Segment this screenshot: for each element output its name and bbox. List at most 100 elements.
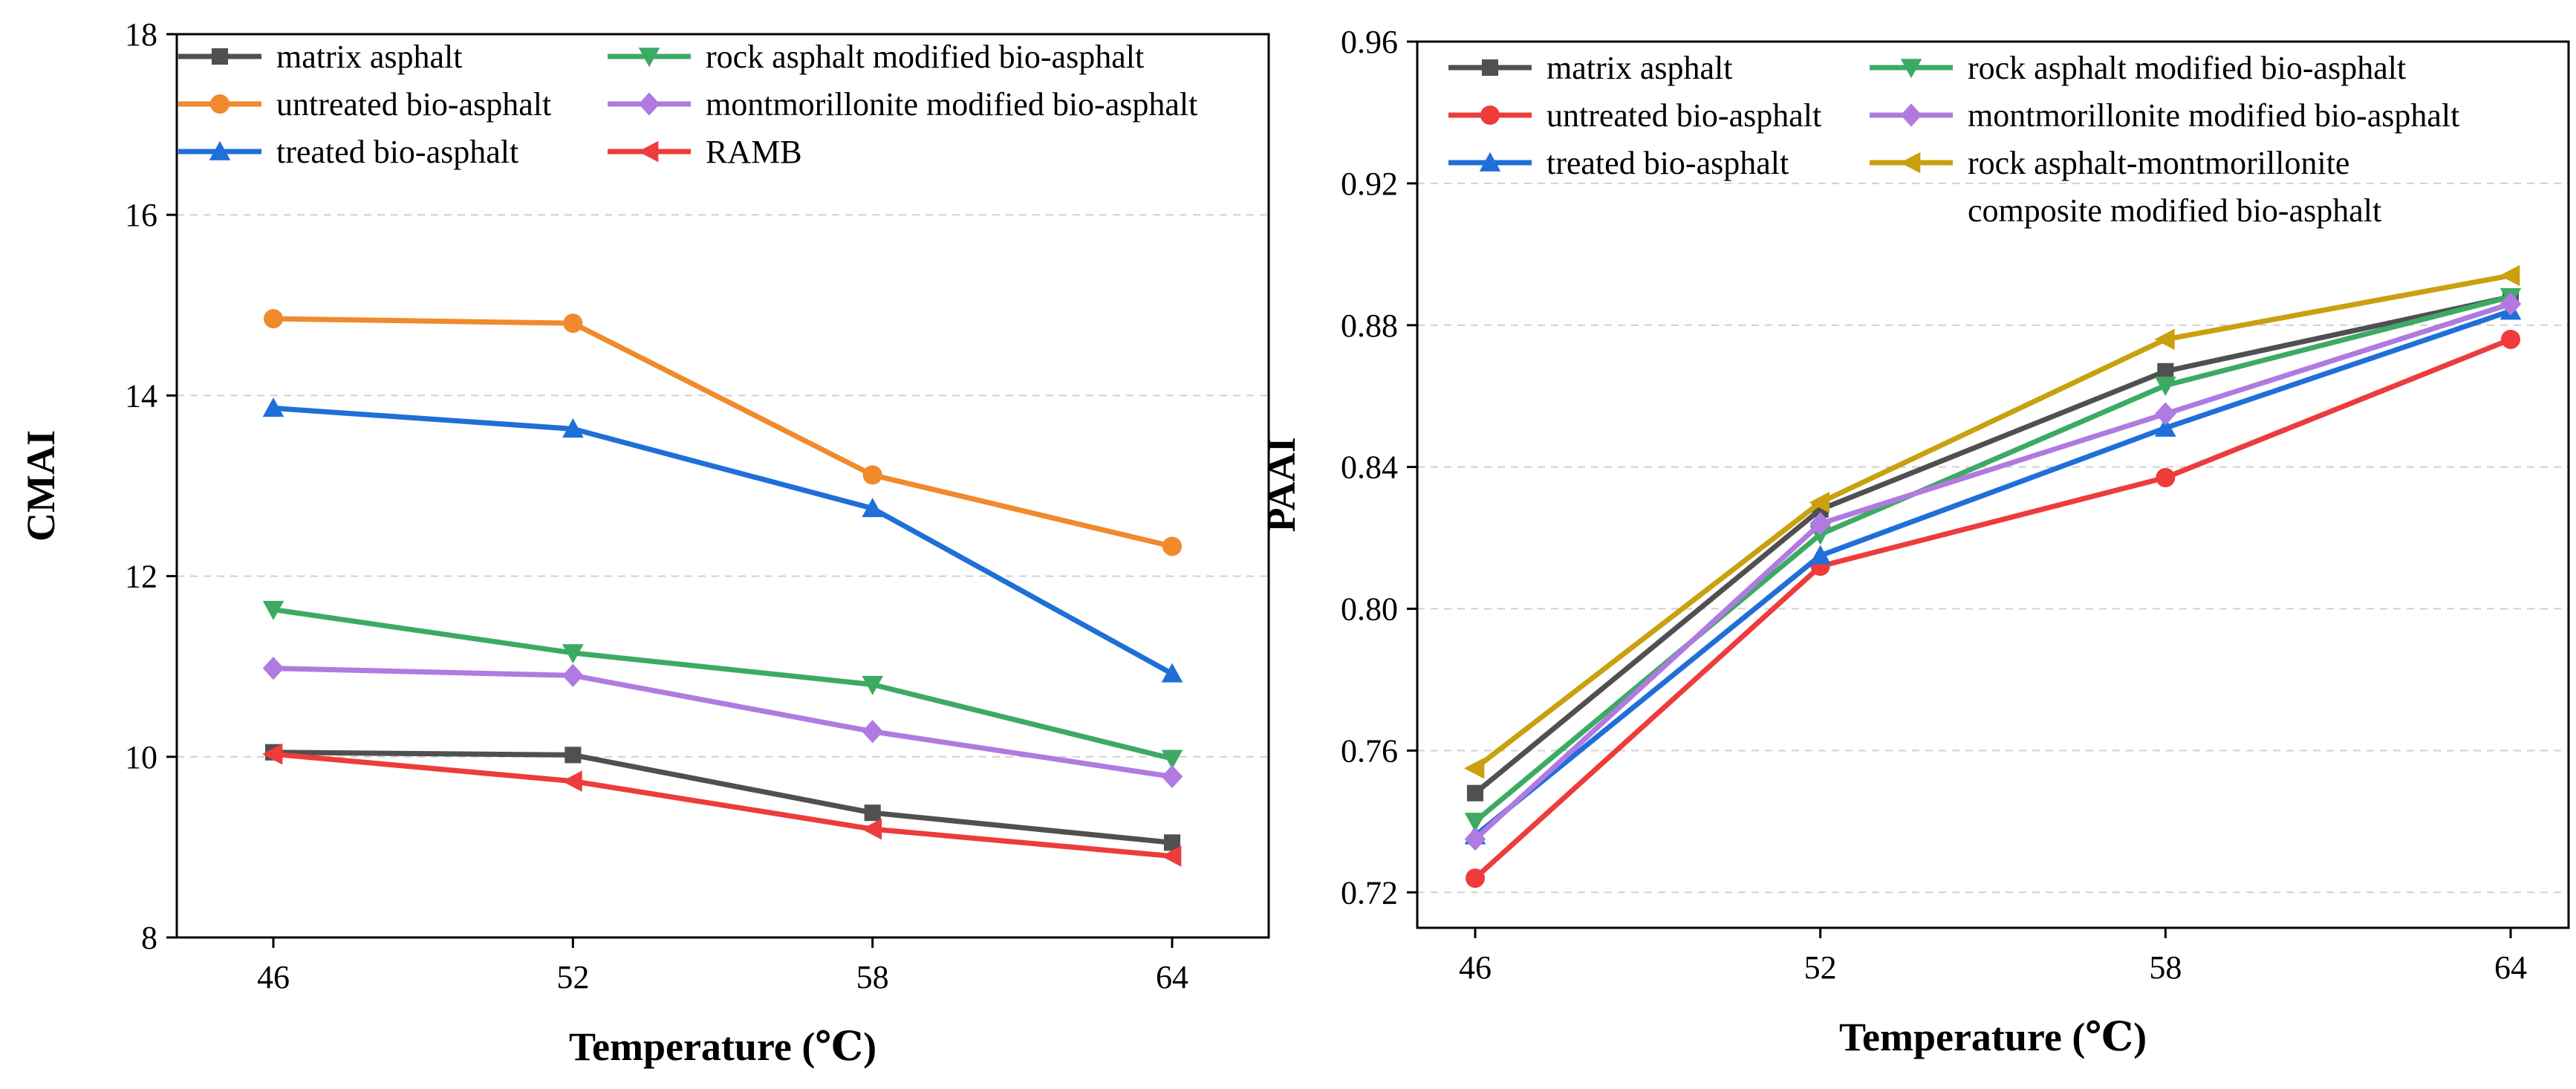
- cmai-legend-label: rock asphalt modified bio-asphalt: [706, 39, 1144, 75]
- paai-ytick-label: 0.92: [1341, 166, 1398, 202]
- cmai-data-point: [262, 397, 284, 417]
- paai-xtick-label: 46: [1459, 949, 1492, 986]
- cmai-legend-marker: [209, 140, 231, 160]
- paai-data-point: [1464, 813, 1486, 833]
- cmai-ytick-label: 10: [125, 739, 157, 776]
- paai-data-point: [2154, 328, 2175, 351]
- paai-data-point: [2155, 377, 2176, 397]
- paai-legend-label: treated bio-asphalt: [1546, 145, 1789, 181]
- paai-data-point: [1464, 828, 1486, 851]
- cmai-data-point: [262, 600, 284, 620]
- cmai-data-point: [862, 465, 882, 485]
- cmai-ytick-label: 8: [141, 920, 157, 956]
- paai-legend-marker: [1480, 105, 1500, 125]
- paai-series-2: [1464, 300, 2522, 845]
- paai-ytick-label: 0.96: [1341, 24, 1398, 60]
- cmai-legend-label: montmorillonite modified bio-asphalt: [706, 86, 1197, 123]
- paai-plot-frame: [1416, 40, 2570, 929]
- paai-legend-label: montmorillonite modified bio-asphalt: [1968, 97, 2459, 134]
- paai-ytick-label: 0.76: [1341, 732, 1398, 769]
- cmai-series-line: [273, 607, 1173, 761]
- paai-data-point: [2499, 264, 2520, 287]
- cmai-legend-marker: [638, 92, 660, 116]
- paai-data-point: [2157, 363, 2174, 380]
- cmai-data-point: [862, 498, 883, 518]
- cmai-series-0: [264, 744, 1181, 851]
- paai-ytick-label: 0.88: [1341, 308, 1398, 344]
- cmai-ytick-label: 12: [125, 559, 157, 595]
- paai-series-line: [1473, 294, 2511, 824]
- cmai-data-point: [862, 720, 883, 744]
- paai-series-line: [1473, 294, 2511, 796]
- cmai-data-point: [262, 657, 284, 680]
- paai-legend-marker: [1900, 103, 1922, 127]
- paai-xtick-label: 58: [2149, 949, 2182, 986]
- paai-ytick-label: 0.80: [1341, 591, 1398, 628]
- cmai-legend-item: untreated bio-asphalt: [178, 86, 551, 123]
- cmai-data-point: [1161, 764, 1183, 789]
- cmai-legend-marker: [638, 48, 660, 68]
- cmai-ytick-label: 16: [125, 197, 157, 233]
- cmai-data-point: [563, 313, 583, 334]
- cmai-data-point: [1163, 834, 1181, 851]
- cmai-xlabel: Temperature (℃): [569, 1024, 876, 1069]
- cmai-data-point: [1162, 536, 1182, 556]
- cmai-legend-item: rock asphalt modified bio-asphalt: [608, 39, 1144, 75]
- cmai-legend-marker: [211, 48, 229, 65]
- paai-legend-marker: [1481, 59, 1499, 77]
- paai-legend-item: montmorillonite modified bio-asphalt: [1870, 97, 2459, 134]
- paai-data-point: [1809, 512, 1831, 536]
- cmai-data-point: [862, 675, 883, 695]
- paai-legend-marker: [1479, 152, 1501, 172]
- paai-data-point: [2155, 417, 2176, 437]
- paai-chart: 0.72 0.76 0.80 0.84 0.88 0.92 0.96 46 52 58 64 Temp…: [1259, 24, 2570, 1059]
- cmai-data-point: [562, 418, 584, 438]
- cmai-chart: 8 10 12 14 16 18 46 52 58 64 Temperature (℃) CMAI ma…: [19, 16, 1270, 1069]
- paai-legend-label: composite modified bio-asphalt: [1968, 192, 2381, 229]
- paai-data-point: [1809, 544, 1831, 565]
- paai-data-point: [1464, 757, 1485, 779]
- cmai-data-point: [262, 743, 283, 765]
- paai-series-line: [1473, 301, 2512, 842]
- cmai-legend-item: RAMB: [608, 134, 802, 170]
- paai-legend-item: matrix asphalt: [1448, 50, 1733, 86]
- cmai-legend-label: treated bio-asphalt: [276, 134, 518, 170]
- cmai-legend-label: untreated bio-asphalt: [276, 86, 551, 123]
- cmai-series-4: [262, 657, 1183, 789]
- cmai-ylabel: CMAI: [19, 430, 63, 542]
- paai-series-line: [1473, 337, 2512, 880]
- paai-data-point: [2155, 402, 2176, 426]
- cmai-series-line: [273, 751, 1173, 859]
- cmai-legend-marker: [638, 140, 659, 163]
- cmai-series-2: [262, 397, 1183, 683]
- cmai-data-point: [264, 309, 283, 329]
- paai-data-point: [2156, 467, 2176, 487]
- paai-ytick-label: 0.72: [1341, 874, 1398, 911]
- cmai-legend-item: matrix asphalt: [178, 39, 463, 75]
- cmai-legend-item: montmorillonite modified bio-asphalt: [608, 86, 1197, 123]
- paai-series-0: [1466, 288, 2520, 802]
- paai-legend-label: rock asphalt modified bio-asphalt: [1968, 50, 2406, 86]
- cmai-data-point: [861, 818, 882, 840]
- paai-ylabel: PAAI: [1259, 438, 1304, 533]
- paai-legend: matrix asphalt untreated bio-asphalt treat…: [1448, 50, 2459, 229]
- cmai-xtick-label: 64: [1156, 959, 1188, 995]
- cmai-xtick-label: 46: [257, 959, 290, 995]
- paai-series-line: [1473, 308, 2512, 838]
- cmai-series-5: [262, 743, 1182, 867]
- cmai-series-1: [264, 309, 1182, 556]
- paai-xlabel: Temperature (℃): [1839, 1015, 2147, 1059]
- cmai-data-point: [1161, 845, 1182, 867]
- cmai-xtick-label: 52: [556, 959, 589, 995]
- paai-data-point: [1466, 784, 1484, 802]
- cmai-legend-marker: [210, 94, 230, 114]
- cmai-data-point: [565, 747, 582, 764]
- paai-legend-item: rock asphalt-montmorillonite composite mo…: [1870, 145, 2381, 229]
- cmai-legend-label: RAMB: [706, 134, 802, 170]
- cmai-legend-label: matrix asphalt: [276, 39, 463, 75]
- cmai-data-point: [562, 663, 584, 687]
- cmai-data-point: [562, 770, 582, 792]
- paai-legend-item: rock asphalt modified bio-asphalt: [1870, 50, 2406, 86]
